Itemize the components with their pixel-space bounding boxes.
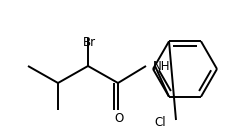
Text: O: O xyxy=(114,112,124,125)
Text: NH: NH xyxy=(153,59,170,72)
Text: Br: Br xyxy=(82,36,96,49)
Text: Cl: Cl xyxy=(154,116,166,129)
